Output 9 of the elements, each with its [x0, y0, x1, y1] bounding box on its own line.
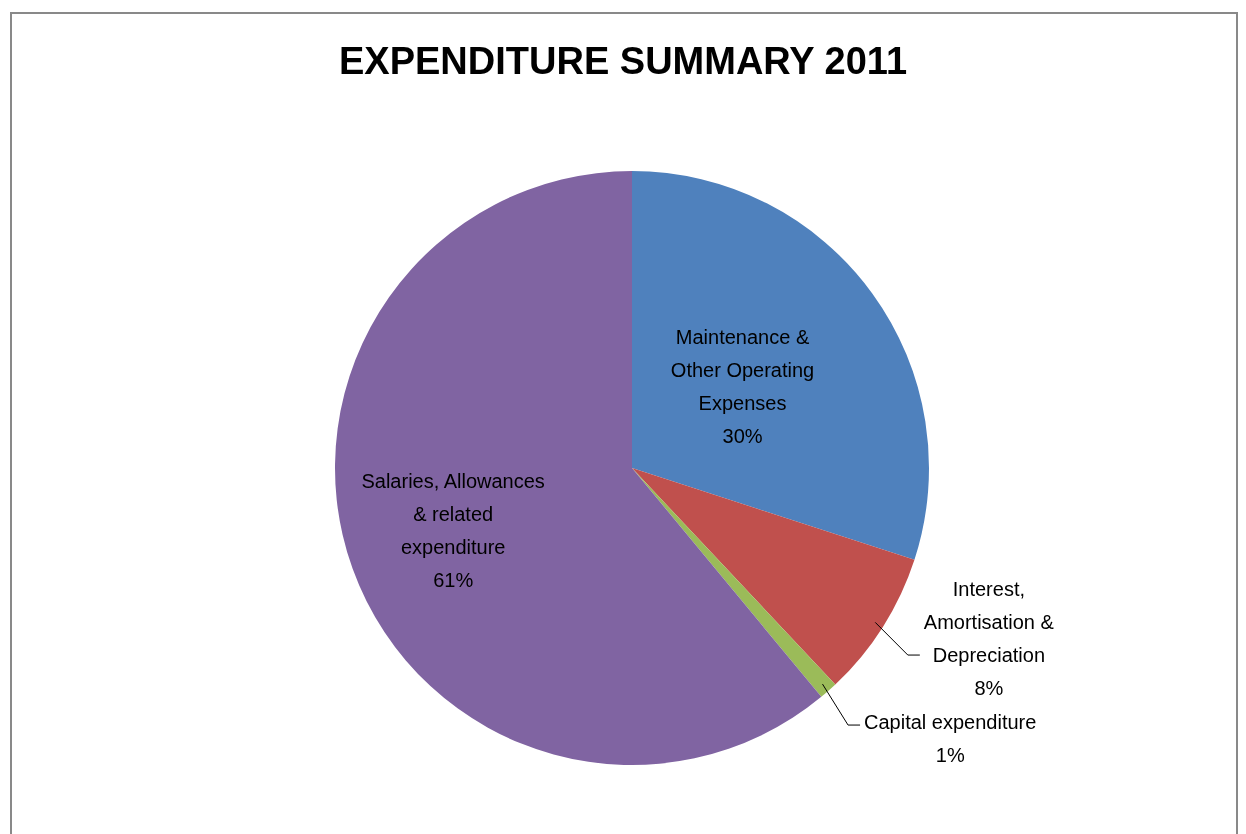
data-label: 1% [935, 744, 965, 767]
data-label: 61% [433, 569, 474, 592]
data-label: 30% [722, 424, 763, 447]
chart-title: EXPENDITURE SUMMARY 2011 [337, 40, 909, 83]
slice-label: Capital expenditure [864, 711, 1037, 734]
slice-label: Interest, Amortisation & Depreciation [923, 578, 1055, 667]
data-label: 8% [974, 677, 1004, 700]
slice-label: Salaries, Allowances & related expenditure [361, 470, 545, 559]
slice-label: Maintenance & Other Operating Expenses [670, 325, 815, 414]
